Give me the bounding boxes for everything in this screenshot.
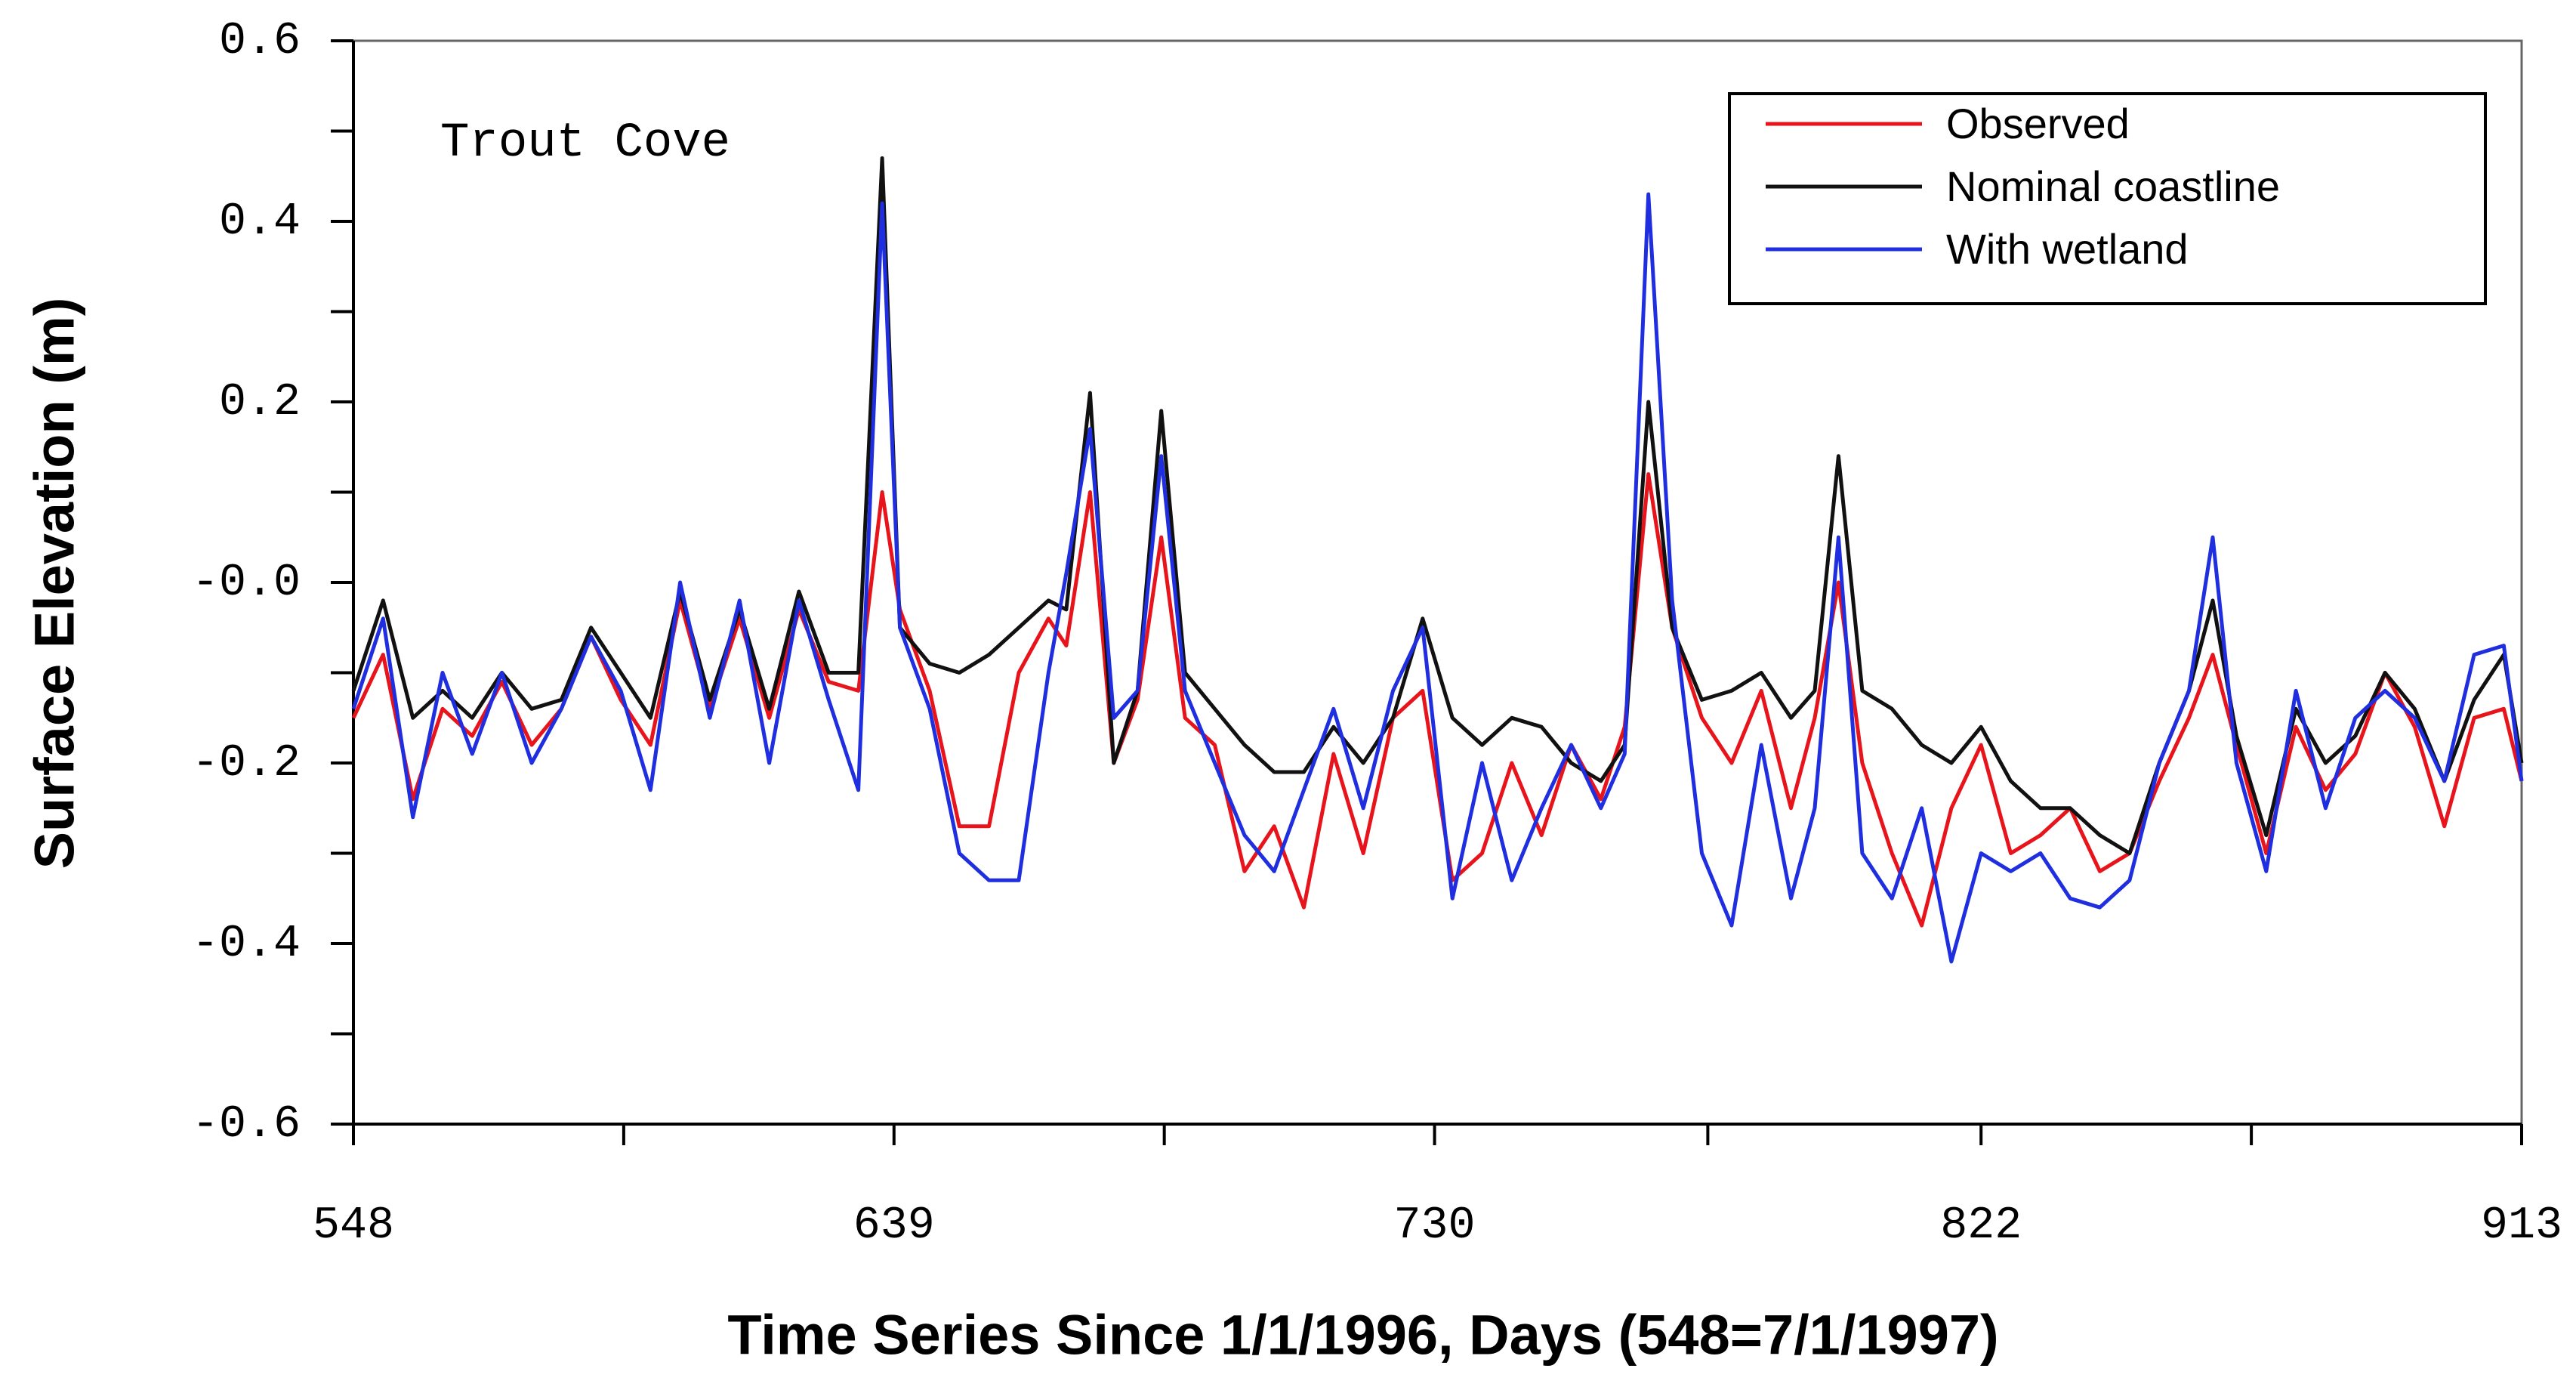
y-tick-label: 0.4 bbox=[219, 196, 301, 248]
x-tick-label: 548 bbox=[313, 1200, 394, 1252]
x-axis-title: Time Series Since 1/1/1996, Days (548=7/… bbox=[727, 1304, 1998, 1367]
y-tick-label: -0.2 bbox=[192, 738, 301, 789]
annotation: Trout Cove bbox=[440, 116, 730, 171]
legend-label: Nominal coastline bbox=[1946, 162, 2280, 210]
x-tick-label: 730 bbox=[1394, 1200, 1476, 1252]
legend-box bbox=[1728, 92, 2487, 305]
y-tick-label: 0.6 bbox=[219, 16, 301, 67]
x-tick-label: 913 bbox=[2481, 1200, 2562, 1252]
x-tick-label: 639 bbox=[853, 1200, 935, 1252]
y-tick-label: -0.4 bbox=[192, 919, 301, 970]
legend-label: Observed bbox=[1946, 100, 2130, 147]
series-line bbox=[351, 192, 2524, 964]
legend-label: With wetland bbox=[1946, 225, 2189, 273]
y-axis-title: Surface Elevation (m) bbox=[23, 298, 86, 870]
y-tick-label: 0.2 bbox=[219, 377, 301, 428]
series-line bbox=[351, 472, 2524, 928]
x-tick-label: 822 bbox=[1940, 1200, 2022, 1252]
y-tick-label: -0.6 bbox=[192, 1099, 301, 1151]
y-tick-label: -0.0 bbox=[192, 558, 301, 609]
